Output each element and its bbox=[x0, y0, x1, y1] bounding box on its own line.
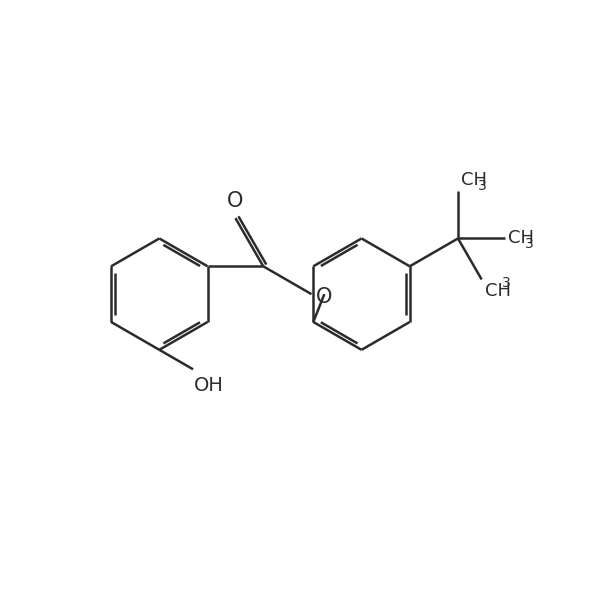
Text: O: O bbox=[316, 287, 332, 307]
Text: 3: 3 bbox=[525, 238, 534, 251]
Text: O: O bbox=[227, 191, 244, 211]
Text: 3: 3 bbox=[502, 276, 511, 290]
Text: CH: CH bbox=[485, 282, 511, 300]
Text: CH: CH bbox=[461, 171, 487, 189]
Text: OH: OH bbox=[194, 376, 224, 395]
Text: CH: CH bbox=[508, 229, 534, 247]
Text: 3: 3 bbox=[478, 179, 487, 193]
